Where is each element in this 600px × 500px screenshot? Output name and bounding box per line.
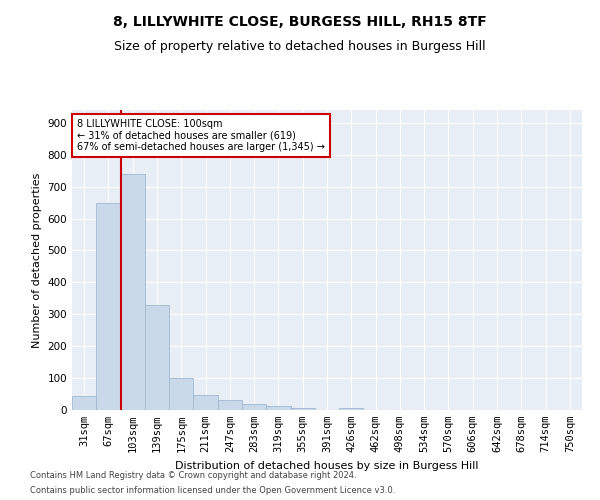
Text: Contains HM Land Registry data © Crown copyright and database right 2024.: Contains HM Land Registry data © Crown c… (30, 471, 356, 480)
Bar (121, 174, 145, 410)
Bar (145, 304, 169, 410)
Text: 8, LILLYWHITE CLOSE, BURGESS HILL, RH15 8TF: 8, LILLYWHITE CLOSE, BURGESS HILL, RH15 … (113, 15, 487, 29)
Text: Size of property relative to detached houses in Burgess Hill: Size of property relative to detached ho… (114, 40, 486, 53)
Text: 8 LILLYWHITE CLOSE: 100sqm
← 31% of detached houses are smaller (619)
67% of sem: 8 LILLYWHITE CLOSE: 100sqm ← 31% of deta… (77, 119, 325, 152)
Bar (290, 408, 315, 410)
Text: Contains public sector information licensed under the Open Government Licence v3: Contains public sector information licen… (30, 486, 395, 495)
Bar (339, 408, 364, 410)
Bar (218, 400, 242, 410)
Bar (242, 404, 266, 410)
Bar (72, 396, 96, 410)
Bar (96, 202, 121, 410)
Y-axis label: Number of detached properties: Number of detached properties (32, 172, 42, 348)
Bar (193, 394, 218, 410)
Bar (169, 378, 193, 410)
X-axis label: Distribution of detached houses by size in Burgess Hill: Distribution of detached houses by size … (175, 460, 479, 470)
Bar (266, 406, 290, 410)
